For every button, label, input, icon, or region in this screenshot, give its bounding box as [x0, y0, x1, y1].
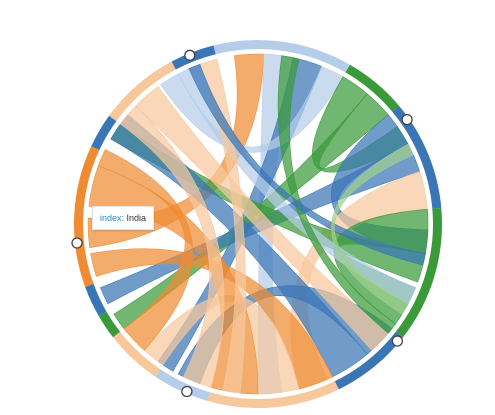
- group-arc[interactable]: [345, 64, 400, 112]
- group-arc[interactable]: [113, 331, 161, 377]
- chord-ribbon[interactable]: [120, 105, 225, 388]
- group-arc[interactable]: [395, 208, 442, 338]
- group-arc[interactable]: [98, 311, 121, 338]
- rotate-handle[interactable]: [71, 237, 83, 249]
- group-arc[interactable]: [91, 115, 117, 150]
- group-arc[interactable]: [155, 369, 210, 401]
- group-arc[interactable]: [109, 61, 176, 122]
- rotate-handle[interactable]: [184, 49, 196, 61]
- chord-ribbon[interactable]: [188, 63, 426, 266]
- group-arc[interactable]: [334, 331, 403, 390]
- group-arc[interactable]: [85, 283, 107, 316]
- group-arc[interactable]: [207, 381, 339, 409]
- chord-ribbon[interactable]: [160, 66, 344, 153]
- handle-layer[interactable]: [71, 49, 413, 398]
- rotate-handle[interactable]: [181, 385, 193, 398]
- chord-ribbon[interactable]: [110, 114, 368, 378]
- rotate-handle[interactable]: [391, 335, 404, 347]
- group-arc[interactable]: [392, 105, 442, 209]
- tooltip-key: index:: [100, 213, 125, 223]
- group-arc[interactable]: [213, 40, 351, 73]
- rotate-handle[interactable]: [401, 113, 413, 126]
- chord-ribbon[interactable]: [97, 149, 193, 351]
- group-arc-layer: [73, 40, 442, 409]
- tooltip-value: India: [126, 213, 147, 223]
- group-arc[interactable]: [73, 146, 100, 287]
- chord-ribbon[interactable]: [331, 143, 414, 315]
- chord-ribbon[interactable]: [277, 55, 396, 334]
- tooltip: index: India: [92, 206, 155, 230]
- ribbon-layer: [87, 53, 429, 395]
